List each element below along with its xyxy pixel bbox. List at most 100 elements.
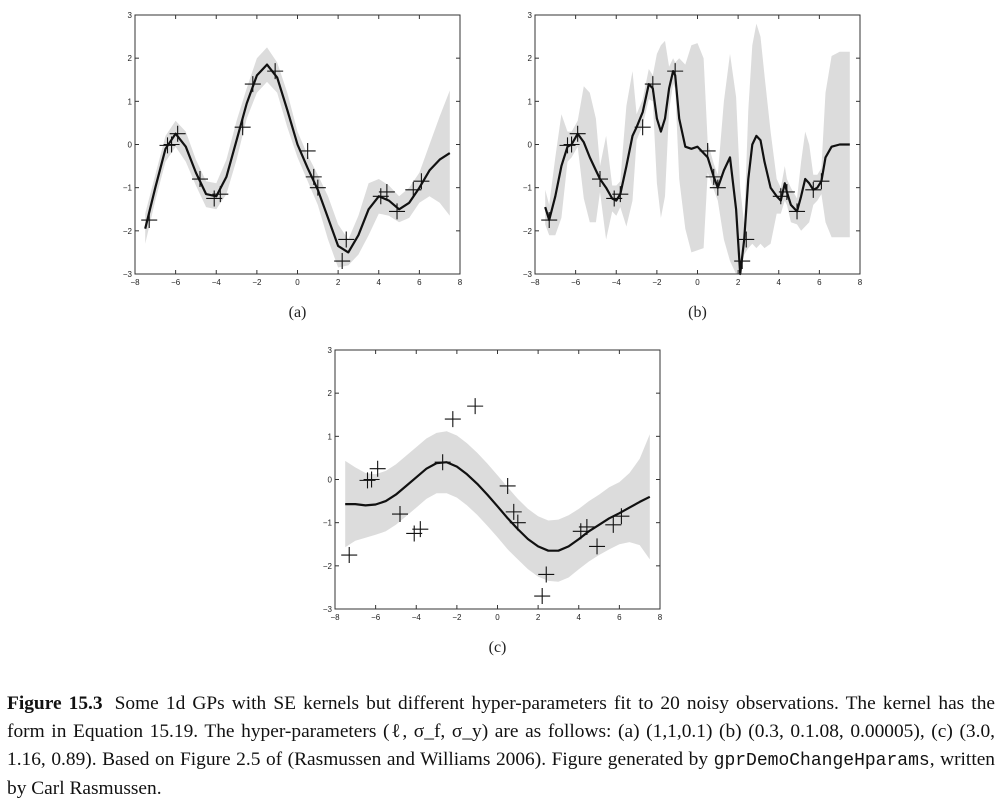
observation-point [738, 231, 755, 248]
y-tick-label: 2 [328, 389, 333, 398]
observation-point [389, 203, 406, 220]
observation-point [813, 173, 830, 190]
x-tick-label: −6 [571, 278, 581, 287]
observation-point [341, 547, 358, 564]
observation-point [338, 231, 355, 248]
x-tick-label: 6 [617, 613, 622, 622]
y-tick-label: 0 [328, 476, 333, 485]
observation-point [412, 521, 429, 538]
observation-point [369, 460, 386, 477]
observation-point [613, 508, 630, 525]
observation-point [634, 119, 651, 136]
y-tick-label: 3 [128, 11, 133, 20]
observation-point [405, 181, 422, 198]
observation-point [644, 76, 661, 93]
observation-point [267, 63, 284, 80]
x-tick-label: −8 [530, 278, 540, 287]
x-tick-label: 0 [695, 278, 700, 287]
observation-point [499, 477, 516, 494]
observation-point [244, 76, 261, 93]
observation-point [705, 168, 722, 185]
caption-text: Some 1d GPs with SE kernels but differen… [7, 693, 995, 770]
y-tick-label: −1 [323, 519, 333, 528]
observation-point [534, 588, 551, 605]
observation-point [413, 173, 430, 190]
observation-point [169, 125, 186, 142]
x-tick-label: −8 [130, 278, 140, 287]
observation-point [444, 411, 461, 428]
y-tick-label: 0 [528, 141, 533, 150]
x-tick-label: −2 [452, 613, 462, 622]
x-tick-label: 4 [377, 278, 382, 287]
observation-point [159, 137, 176, 154]
y-tick-label: 2 [528, 54, 533, 63]
y-tick-label: 3 [328, 346, 333, 355]
figure-caption: Figure 15.3 Some 1d GPs with SE kernels b… [7, 690, 995, 803]
figure-number: Figure 15.3 [7, 693, 103, 714]
observation-point [141, 212, 158, 229]
y-tick-label: 1 [528, 97, 533, 106]
observation-point [789, 203, 806, 220]
y-tick-label: −2 [323, 562, 333, 571]
chart-panel-c: −8 −6 −4 −2 0 2 4 6 8 −3 −2 −1 0 1 2 3 (c) [323, 346, 663, 656]
observation-point [592, 171, 608, 188]
x-tick-label: 8 [458, 278, 463, 287]
observation-point [589, 538, 606, 555]
observation-point [163, 136, 180, 153]
x-tick-label: 6 [817, 278, 822, 287]
x-tick-label: −4 [612, 278, 622, 287]
posterior-mean-line [345, 461, 651, 552]
y-tick-label: −1 [123, 184, 133, 193]
y-tick-label: −3 [523, 270, 533, 279]
x-tick-label: 4 [577, 613, 582, 622]
observation-point [778, 183, 795, 200]
y-tick-label: 1 [128, 97, 133, 106]
observation-point [234, 119, 251, 136]
posterior-mean-line [544, 69, 850, 276]
x-tick-label: −6 [371, 613, 381, 622]
x-tick-label: 8 [658, 613, 663, 622]
observation-point [505, 503, 522, 520]
observation-point [538, 566, 555, 583]
panel-label: (c) [489, 639, 507, 656]
x-tick-label: −8 [330, 613, 340, 622]
panel-label: (a) [289, 304, 307, 321]
x-tick-label: −2 [652, 278, 662, 287]
observation-point [559, 137, 576, 154]
observation-point [569, 125, 586, 142]
observation-point [305, 168, 322, 185]
confidence-band [145, 47, 450, 268]
observation-point [612, 186, 629, 203]
y-tick-label: −3 [123, 270, 133, 279]
x-tick-label: 2 [536, 613, 541, 622]
caption-code-name: gprDemoChangeHparams [713, 751, 930, 771]
observation-point [392, 506, 408, 523]
observation-point [605, 516, 622, 533]
observation-point [192, 171, 208, 188]
y-tick-label: −1 [523, 184, 533, 193]
confidence-band [545, 23, 850, 274]
observation-point [372, 188, 389, 205]
x-tick-label: 8 [858, 278, 863, 287]
observation-point [467, 398, 484, 415]
observation-point [378, 183, 395, 200]
y-tick-label: −2 [523, 227, 533, 236]
panel-label: (b) [688, 304, 707, 321]
y-tick-label: 1 [328, 432, 333, 441]
observation-point [541, 212, 558, 229]
chart-panel-b: −8 −6 −4 −2 0 2 4 6 8 −3 −2 −1 0 1 2 3 (b) [523, 11, 863, 321]
observation-point [606, 190, 623, 207]
x-tick-label: 0 [495, 613, 500, 622]
observation-point [699, 142, 716, 159]
x-tick-label: 2 [736, 278, 741, 287]
x-tick-label: 2 [336, 278, 341, 287]
observation-point [406, 525, 423, 542]
observation-point [509, 514, 526, 531]
x-tick-label: −4 [412, 613, 422, 622]
observation-point [206, 190, 223, 207]
observation-point [299, 142, 316, 159]
observation-point [734, 253, 751, 270]
x-tick-label: −2 [252, 278, 262, 287]
chart-panel-a: −8 −6 −4 −2 0 2 4 6 8 −3 −2 −1 0 1 2 3 (a) [123, 11, 463, 321]
observation-point [578, 518, 595, 535]
